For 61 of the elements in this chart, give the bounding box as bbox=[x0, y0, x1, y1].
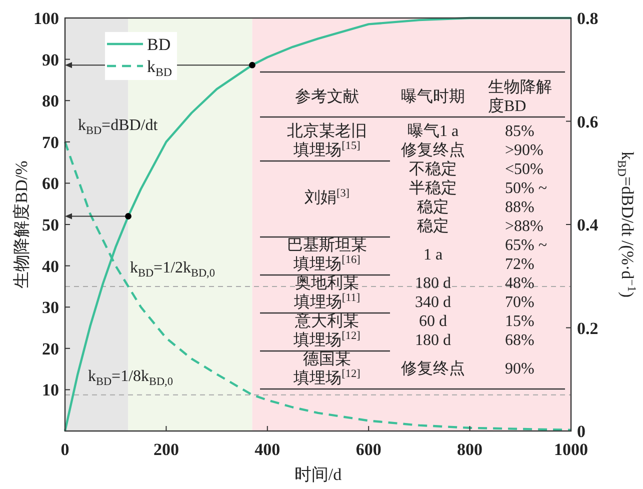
y-tick-label: 40 bbox=[42, 256, 59, 276]
x-tick-label: 800 bbox=[457, 440, 483, 459]
annotation: 曝气时期 bbox=[401, 88, 465, 106]
y2-tick-label: 0.6 bbox=[577, 112, 598, 132]
annotation: 稳定 bbox=[417, 217, 449, 235]
x-tick-label: 0 bbox=[60, 440, 70, 459]
annotation: 生物降解度BD bbox=[488, 78, 552, 115]
y2-tick-label: 0.4 bbox=[577, 216, 599, 234]
annotation: >88% bbox=[505, 218, 544, 235]
annotation: 1 a bbox=[423, 246, 443, 264]
x-tick-label: 200 bbox=[153, 440, 179, 459]
y2-tick-label: 0.8 bbox=[577, 9, 598, 28]
annotation: 修复终点 bbox=[401, 141, 465, 159]
y2-tick-label: 0.2 bbox=[577, 318, 598, 338]
legend-label: BD bbox=[147, 35, 171, 54]
annotation: 巴基斯坦某填埋场$^{[16]}$ bbox=[287, 236, 367, 273]
ref-line-label: k$_{BD}$=1/2k$_{BD,0}$ bbox=[130, 259, 216, 280]
annotation: 半稳定 bbox=[409, 179, 457, 197]
annotation: 340 d bbox=[415, 294, 451, 311]
annotation: 意大利某填埋场$^{[12]}$ bbox=[292, 312, 360, 349]
y-tick-label: 80 bbox=[42, 92, 59, 111]
annotation: 稳定 bbox=[417, 198, 449, 216]
annotation: 修复终点 bbox=[401, 360, 465, 378]
ref-line-label: k$_{BD}$=1/8k$_{BD,0}$ bbox=[88, 368, 174, 388]
annotation: 85% bbox=[505, 123, 534, 140]
annotation: 68% bbox=[505, 332, 534, 349]
y-axis-title: 生物降解度BD/% bbox=[12, 160, 31, 288]
annotation: 德国某填埋场$^{[12]}$ bbox=[292, 350, 360, 387]
y-tick-label: 70 bbox=[42, 132, 59, 152]
annotation: 65% ~ 72% bbox=[505, 237, 548, 273]
annotation: 180 d bbox=[415, 275, 451, 292]
x-tick-label: 1000 bbox=[554, 440, 588, 459]
y-tick-label: 90 bbox=[42, 50, 59, 70]
y-tick-label: 30 bbox=[42, 298, 59, 318]
annotation: 70% bbox=[505, 294, 534, 311]
y-tick-label: 50 bbox=[42, 216, 59, 234]
x-tick-label: 400 bbox=[254, 440, 280, 459]
y2-tick-label: 0 bbox=[577, 422, 586, 441]
legend-label: k$_{BD}$ bbox=[147, 57, 172, 79]
annotation: 刘娟$^{[3]}$ bbox=[304, 188, 350, 206]
annotation: 不稳定 bbox=[409, 160, 457, 178]
annotation: k$_{BD}$=dBD/dt bbox=[78, 117, 158, 137]
x-tick-label: 600 bbox=[356, 440, 382, 459]
annotation: 15% bbox=[505, 313, 534, 330]
annotation: 参考文献 bbox=[295, 88, 359, 106]
annotation: <50% bbox=[505, 161, 544, 178]
annotation: >90% bbox=[505, 142, 544, 159]
line-series bbox=[64, 16, 572, 432]
annotation: 48% bbox=[505, 275, 534, 292]
annotation: 奥地利某填埋场$^{[11]}$ bbox=[292, 274, 360, 311]
annotation: 60 d bbox=[419, 313, 447, 330]
annotation: 曝气1 a bbox=[407, 123, 459, 140]
x-axis-title: 时间/d bbox=[294, 465, 342, 484]
y-tick-label: 20 bbox=[42, 339, 59, 358]
annotation: 北京某老旧填埋场$^{[15]}$ bbox=[287, 122, 367, 159]
annotation: 180 d bbox=[415, 332, 451, 349]
y-tick-label: 60 bbox=[42, 174, 59, 194]
y-tick-label: 100 bbox=[34, 9, 59, 28]
annotation: 90% bbox=[505, 360, 534, 378]
y-tick-label: 10 bbox=[42, 380, 59, 400]
annotation: 50% ~ 88% bbox=[505, 180, 548, 216]
